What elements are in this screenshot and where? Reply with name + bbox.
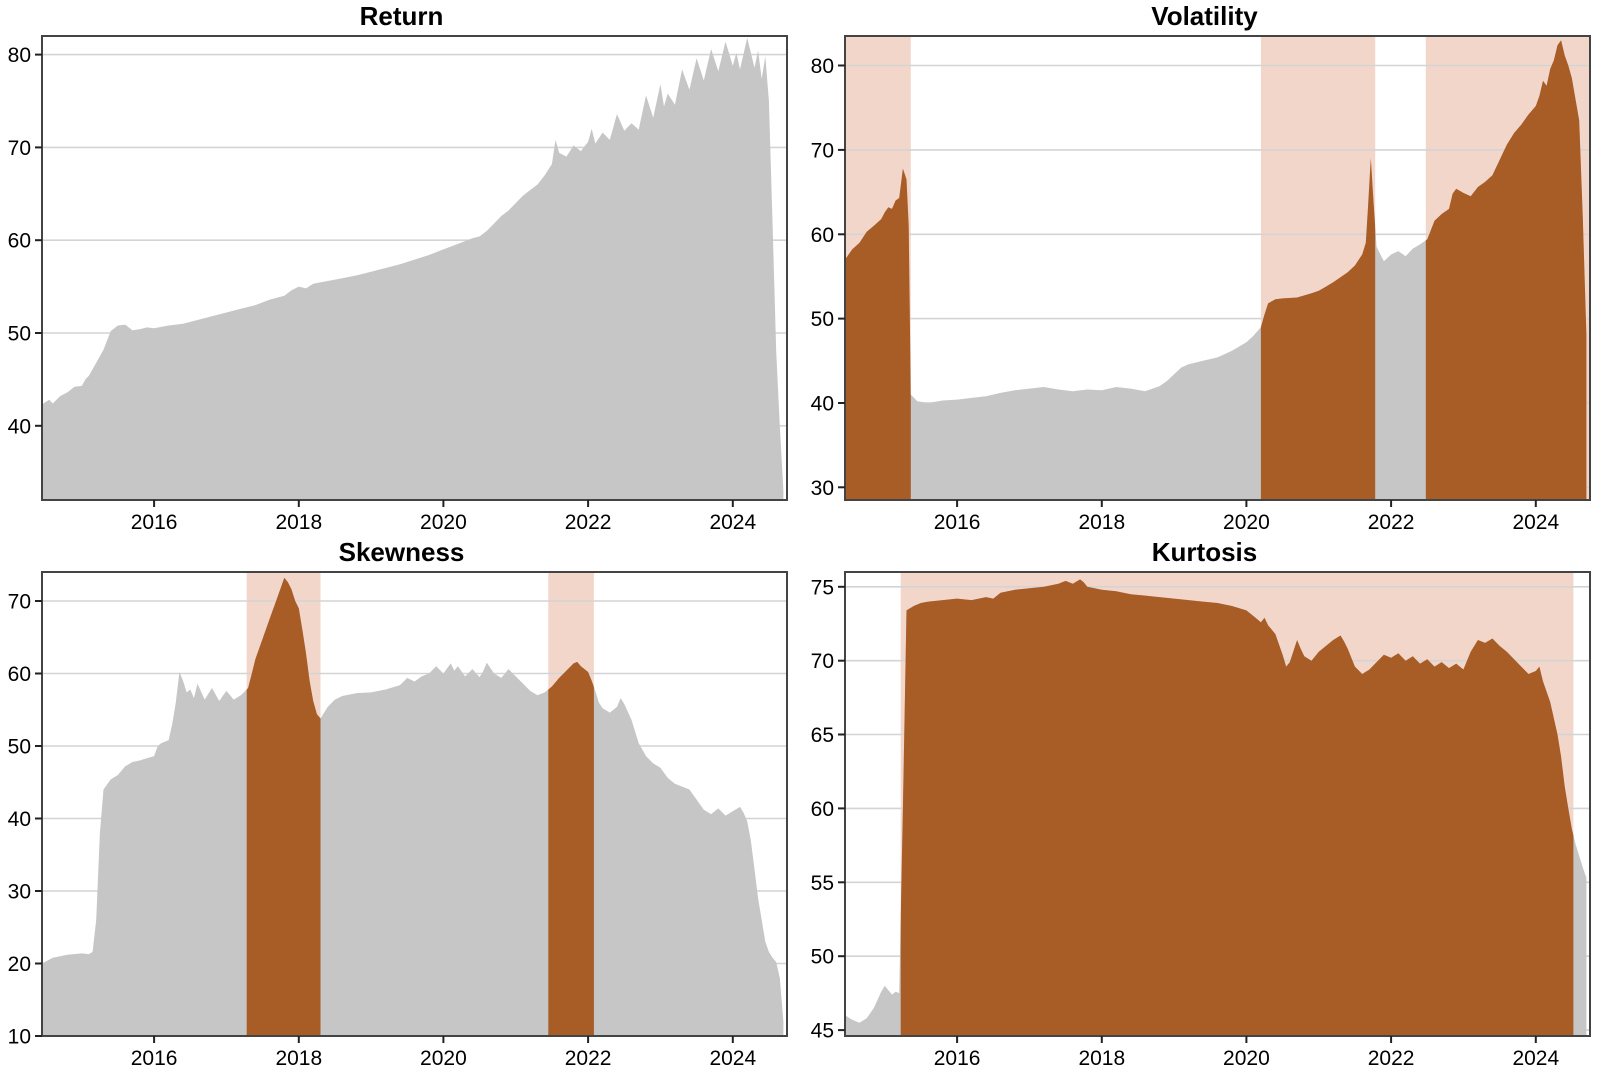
y-tick-label: 50 — [8, 323, 31, 346]
plot-border — [844, 571, 1591, 1037]
x-tick-label: 2024 — [709, 1047, 756, 1070]
x-tick-label: 2018 — [275, 1047, 322, 1070]
y-tick-label: 60 — [8, 230, 31, 253]
y-tick-label: 20 — [8, 953, 31, 976]
panel-kurtosis: Kurtosis 2016 2018 2020 2022 2024 45 50 55 60 65 7… — [803, 536, 1606, 1072]
skewness-chart-title: Skewness — [338, 537, 465, 567]
y-tick-label: 50 — [8, 736, 31, 759]
y-tick-label: 80 — [8, 44, 31, 67]
return-chart: 2016 2018 2020 2022 2024 40 50 60 70 80 — [8, 35, 788, 534]
y-tick-label: 40 — [811, 393, 834, 416]
area-fill — [42, 577, 784, 1036]
skewness-chart: 2016 2018 2020 2022 2024 10 20 30 40 50 60 70 — [8, 571, 788, 1070]
x-tick-label: 2020 — [1223, 511, 1270, 534]
x-tick-label: 2024 — [1512, 1047, 1559, 1070]
y-tick-label: 30 — [8, 881, 31, 904]
x-tick-label: 2018 — [1078, 1047, 1125, 1070]
kurtosis-chart-title: Kurtosis — [1151, 537, 1258, 567]
y-tick-label: 80 — [811, 55, 834, 78]
area-fill — [42, 37, 784, 500]
y-tick-label: 40 — [8, 415, 31, 438]
y-tick-label: 60 — [811, 798, 834, 821]
x-tick-label: 2016 — [131, 511, 178, 534]
y-tick-label: 75 — [811, 576, 834, 599]
band-area-fill — [900, 579, 1574, 1036]
y-tick-label: 10 — [8, 1026, 31, 1049]
x-tick-label: 2024 — [1512, 511, 1559, 534]
y-tick-label: 70 — [811, 139, 834, 162]
x-tick-label: 2022 — [565, 511, 612, 534]
return-chart-title: Return — [359, 1, 444, 31]
x-tick-label: 2016 — [934, 1047, 981, 1070]
y-tick-label: 40 — [8, 808, 31, 831]
y-tick-label: 60 — [811, 224, 834, 247]
y-tick-label: 60 — [8, 663, 31, 686]
y-tick-label: 45 — [811, 1020, 834, 1043]
x-tick-label: 2020 — [420, 511, 467, 534]
x-tick-label: 2024 — [709, 511, 756, 534]
plot-border — [41, 35, 788, 501]
plot-border — [41, 571, 788, 1037]
area-fill — [845, 40, 1587, 500]
y-tick-label: 50 — [811, 946, 834, 969]
y-tick-label: 55 — [811, 872, 834, 895]
y-tick-label: 30 — [811, 477, 834, 500]
y-tick-label: 65 — [811, 724, 834, 747]
panel-return: Return 2016 2018 2020 2022 2024 40 50 60 70 80 — [0, 0, 803, 536]
panel-volatility: Volatility 2016 2018 2020 2022 2024 30 40 50 60 7… — [803, 0, 1606, 536]
x-tick-label: 2016 — [131, 1047, 178, 1070]
y-tick-label: 70 — [8, 137, 31, 160]
x-tick-label: 2022 — [1368, 511, 1415, 534]
x-tick-label: 2020 — [1223, 1047, 1270, 1070]
plot-border — [844, 35, 1591, 501]
x-tick-label: 2022 — [1368, 1047, 1415, 1070]
kurtosis-chart: 2016 2018 2020 2022 2024 45 50 55 60 65 70 75 — [811, 571, 1591, 1070]
panel-skewness: Skewness 2016 2018 2020 2022 2024 10 20 30 40 50 6… — [0, 536, 803, 1072]
x-tick-label: 2018 — [1078, 511, 1125, 534]
volatility-chart-title: Volatility — [1151, 1, 1258, 31]
volatility-chart: 2016 2018 2020 2022 2024 30 40 50 60 70 80 — [811, 35, 1591, 534]
y-tick-label: 70 — [811, 650, 834, 673]
x-tick-label: 2018 — [275, 511, 322, 534]
y-tick-label: 50 — [811, 308, 834, 331]
x-tick-label: 2020 — [420, 1047, 467, 1070]
x-tick-label: 2016 — [934, 511, 981, 534]
x-tick-label: 2022 — [565, 1047, 612, 1070]
y-tick-label: 70 — [8, 591, 31, 614]
